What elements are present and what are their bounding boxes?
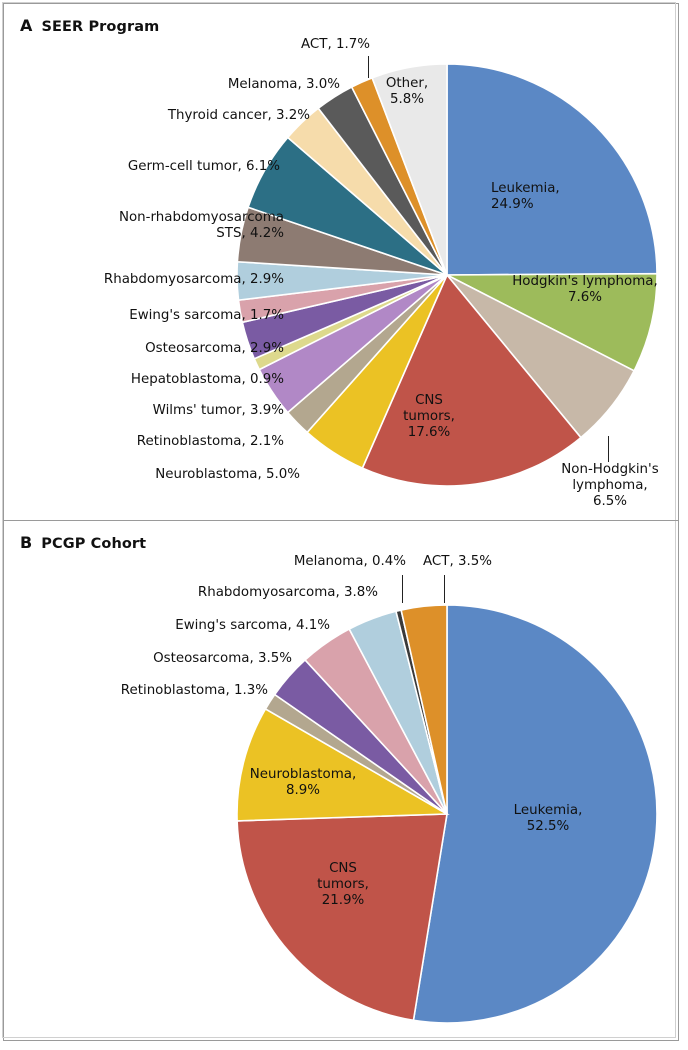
label-act-b: ACT, 3.5% (423, 554, 492, 569)
pie-chart-b: Melanoma, 0.4% ACT, 3.5% Rhabdomyosarcom… (4, 521, 678, 1041)
leader-line-act-b (444, 575, 446, 603)
label-ewings-sarcoma-a: Ewing's sarcoma, 1.7% (129, 308, 284, 323)
pie-slice (446, 272, 658, 372)
label-hepatoblastoma-a: Hepatoblastoma, 0.9% (130, 372, 284, 387)
panel-seer-program: A SEER Program ACT, 1.7% Melanoma, 3.0% T… (4, 4, 678, 519)
pie-slice (412, 604, 658, 1024)
label-osteosarcoma-a: Osteosarcoma, 2.9% (145, 341, 284, 356)
label-cns-tumors-a: CNS tumors, 17.6% (403, 393, 455, 440)
pie-slice (371, 63, 448, 276)
label-thyroid-cancer-a: Thyroid cancer, 3.2% (167, 108, 310, 123)
pie-slice (361, 273, 582, 487)
label-rhabdomyosarcoma-a: Rhabdomyosarcoma, 2.9% (103, 272, 284, 287)
label-melanoma-a: Melanoma, 3.0% (227, 77, 340, 92)
leader-line-melanoma-b (402, 575, 404, 603)
label-neuroblastoma-b: Neuroblastoma, 8.9% (249, 767, 357, 798)
pie-slice (236, 813, 448, 1022)
pie-b-svg (236, 604, 658, 1024)
pie-chart-a: ACT, 1.7% Melanoma, 3.0% Thyroid cancer,… (4, 4, 678, 519)
label-non-hodgkins-lymphoma-a: Non-Hodgkin's lymphoma, 6.5% (561, 462, 659, 509)
label-act-a: ACT, 1.7% (301, 37, 370, 52)
figure-container: A SEER Program ACT, 1.7% Melanoma, 3.0% T… (2, 2, 679, 1041)
panel-a-heading: A SEER Program (20, 16, 159, 35)
panel-b-heading: B PCGP Cohort (20, 533, 146, 552)
panel-a-letter: A (20, 16, 33, 35)
label-neuroblastoma-a: Neuroblastoma, 5.0% (155, 467, 300, 482)
panel-a-title: SEER Program (41, 19, 160, 35)
label-ewings-sarcoma-b: Ewing's sarcoma, 4.1% (175, 618, 330, 633)
label-osteosarcoma-b: Osteosarcoma, 3.5% (153, 651, 292, 666)
pie-slice (400, 604, 448, 815)
panel-pcgp-cohort: B PCGP Cohort Melanoma, 0.4% ACT, 3.5% Rh… (4, 520, 678, 1041)
panel-b-letter: B (20, 533, 33, 552)
label-cns-tumors-b: CNS tumors, 21.9% (317, 861, 369, 908)
pie-slice (446, 63, 658, 276)
label-other-a: Other, 5.8% (385, 76, 429, 107)
label-leukemia-b: Leukemia, 52.5% (513, 803, 583, 834)
label-retinoblastoma-b: Retinoblastoma, 1.3% (120, 683, 268, 698)
panel-b-title: PCGP Cohort (41, 536, 147, 552)
label-non-rhabdomyosarcoma-sts-a: Non-rhabdomyosarcoma STS, 4.2% (118, 210, 284, 241)
pie-a-svg (236, 63, 658, 487)
label-wilms-tumor-a: Wilms' tumor, 3.9% (152, 403, 284, 418)
label-hodgkins-lymphoma-a: Hodgkin's lymphoma, 7.6% (512, 274, 658, 305)
pie-slice (236, 707, 450, 822)
label-leukemia-a: Leukemia, 24.9% (491, 181, 560, 212)
label-germ-cell-tumor-a: Germ-cell tumor, 6.1% (127, 159, 280, 174)
leader-line-nonhodgkin-a (608, 436, 610, 462)
label-rhabdomyosarcoma-b: Rhabdomyosarcoma, 3.8% (197, 585, 378, 600)
leader-line-act-a (368, 56, 370, 78)
label-retinoblastoma-a: Retinoblastoma, 2.1% (136, 434, 284, 449)
label-melanoma-b: Melanoma, 0.4% (293, 554, 406, 569)
